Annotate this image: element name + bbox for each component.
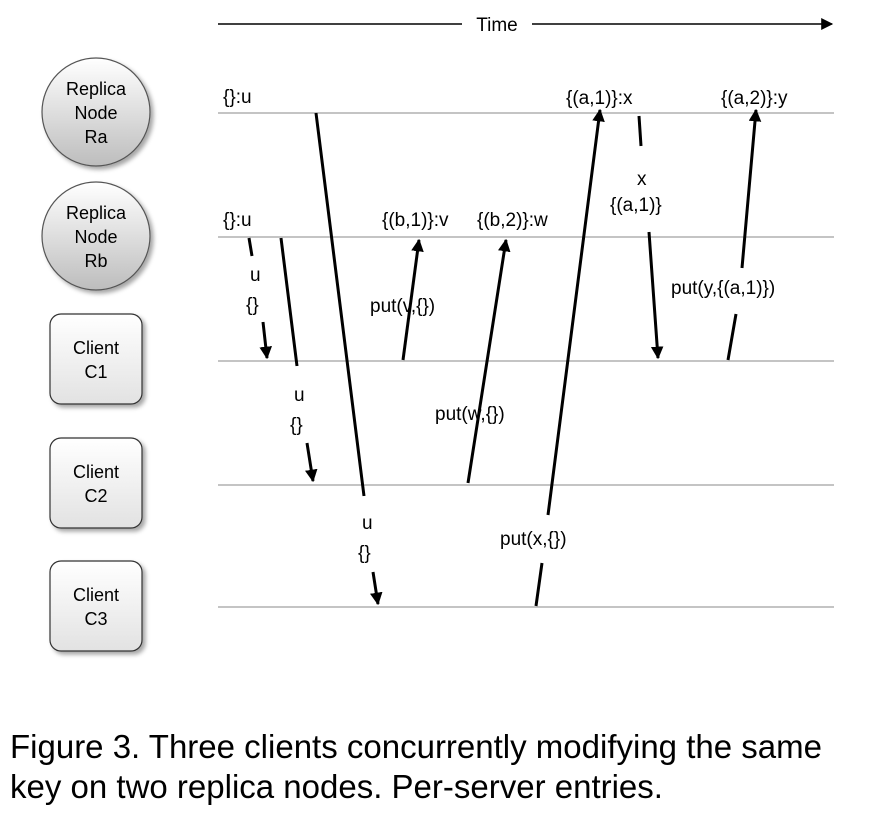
message-get-rb-c2-label-1: u (294, 385, 305, 406)
message-put-y-label: put(y,{(a,1)}) (671, 278, 775, 299)
figure-caption: Figure 3. Three clients concurrently mod… (10, 728, 822, 805)
replica-node-rb-label-3: Rb (84, 251, 107, 271)
message-get-ra-c1-arrow (637, 115, 658, 358)
message-put-v-arrow (401, 238, 424, 361)
message-get-ra-c1: x {(a,1)} (610, 115, 662, 358)
message-get-ra-c3-label-2: {} (358, 543, 371, 564)
message-put-x: put(x,{}) (500, 110, 600, 607)
client-node-c2-label-2: C2 (84, 486, 107, 506)
message-put-w-arrow (466, 238, 511, 484)
message-put-y-arrow (726, 110, 756, 361)
message-get-rb-c2-label-2: {} (290, 415, 303, 436)
message-put-w: put(w,{}) (435, 238, 511, 484)
message-put-x-arrow (534, 110, 600, 607)
replica-node-ra-circle (41, 57, 151, 167)
replica-node-ra-label-2: Node (74, 103, 117, 123)
state-label-ra-y: {(a,2)}:y (721, 88, 788, 109)
message-get-rb-c1-arrow (247, 237, 267, 358)
client-node-c3-label-2: C3 (84, 609, 107, 629)
client-node-c1-label-1: Client (73, 338, 119, 358)
replica-node-rb: Replica Node Rb (41, 181, 151, 291)
replica-node-ra: Replica Node Ra (41, 57, 151, 167)
message-put-v-label: put(v,{}) (370, 296, 435, 317)
replica-node-rb-circle (41, 181, 151, 291)
message-get-rb-c2: u {} (279, 237, 313, 481)
client-node-c1-label-2: C1 (84, 362, 107, 382)
client-node-c3-label-1: Client (73, 585, 119, 605)
message-put-x-label: put(x,{}) (500, 529, 567, 550)
message-put-v: put(v,{}) (370, 238, 435, 361)
client-node-c2: Client C2 (49, 437, 143, 529)
replica-node-ra-label-3: Ra (84, 127, 108, 147)
client-node-c1-box (49, 313, 143, 405)
state-label-rb-initial: {}:u (223, 210, 252, 231)
message-put-y: put(y,{(a,1)}) (671, 110, 775, 361)
message-get-rb-c1-label-1: u (250, 265, 261, 286)
message-get-rb-c1-label-2: {} (246, 295, 259, 316)
client-node-c3: Client C3 (49, 560, 143, 652)
state-label-rb-w: {(b,2)}:w (477, 210, 548, 231)
messages: u {} u {} u {} put(v,{}) put(w,{}) pu (246, 110, 775, 606)
time-axis-label: Time (476, 15, 518, 36)
state-label-ra-x: {(a,1)}:x (566, 88, 633, 109)
client-node-c2-label-1: Client (73, 462, 119, 482)
message-get-ra-c3: u {} (314, 112, 378, 604)
state-label-ra-initial: {}:u (223, 87, 252, 108)
state-labels: {}:u {}:u {(b,1)}:v {(b,2)}:w {(a,1)}:x … (223, 87, 788, 231)
message-get-rb-c1: u {} (246, 237, 267, 358)
replica-node-rb-label-1: Replica (66, 203, 127, 223)
replica-node-rb-label-2: Node (74, 227, 117, 247)
state-label-rb-v: {(b,1)}:v (382, 210, 449, 231)
message-get-ra-c3-label-1: u (362, 513, 373, 534)
replica-node-ra-label-1: Replica (66, 79, 127, 99)
message-get-ra-c3-arrow (314, 112, 378, 604)
client-node-c3-box (49, 560, 143, 652)
time-axis: Time (218, 15, 834, 36)
client-node-c1: Client C1 (49, 313, 143, 405)
message-get-ra-c1-label-1: x (637, 169, 647, 190)
message-get-rb-c2-arrow (279, 237, 313, 481)
client-node-c2-box (49, 437, 143, 529)
message-get-ra-c1-label-2: {(a,1)} (610, 195, 662, 216)
message-put-w-label: put(w,{}) (435, 404, 505, 425)
